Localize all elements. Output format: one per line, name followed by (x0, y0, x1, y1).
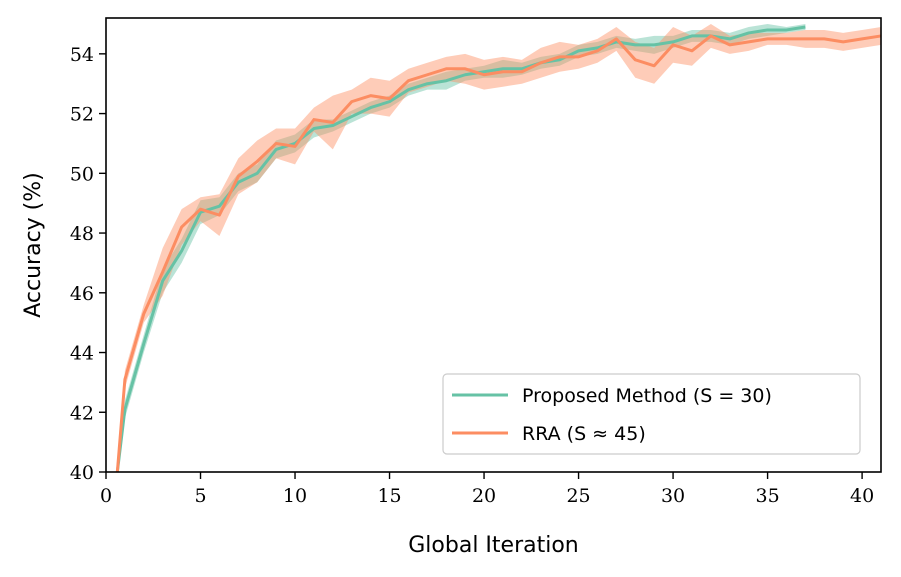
y-tick-label: 50 (70, 163, 94, 185)
x-tick-label: 20 (472, 485, 496, 507)
series-lines (115, 25, 882, 473)
y-tick-label: 48 (70, 223, 94, 245)
y-tick-label: 44 (70, 343, 94, 365)
y-tick-label: 42 (70, 402, 94, 424)
band-series-1 (117, 23, 882, 472)
x-tick-label: 30 (661, 485, 685, 507)
legend: Proposed Method (S = 30) RRA (S ≈ 45) (442, 373, 861, 455)
x-tick-label: 40 (850, 485, 874, 507)
y-tick-label: 52 (70, 104, 94, 126)
y-tick-label: 46 (70, 283, 94, 305)
x-tick-label: 25 (566, 485, 590, 507)
y-axis: 40 42 44 46 48 50 52 54 (70, 44, 106, 484)
x-tick-label: 5 (194, 485, 206, 507)
x-tick-label: 35 (755, 485, 779, 507)
line-series-1 (115, 34, 882, 473)
legend-label-proposed: Proposed Method (S = 30) (522, 385, 772, 407)
confidence-bands (117, 23, 882, 472)
x-axis-title: Global Iteration (408, 533, 579, 558)
plot-frame (105, 17, 882, 473)
line-series-0 (115, 25, 806, 473)
x-tick-label: 10 (283, 485, 307, 507)
legend-box (442, 373, 861, 455)
legend-label-rra: RRA (S ≈ 45) (522, 423, 646, 445)
x-tick-label: 15 (377, 485, 401, 507)
y-axis-title: Accuracy (%) (21, 172, 46, 318)
y-tick-label: 40 (70, 462, 94, 484)
x-tick-label: 0 (100, 485, 112, 507)
x-axis: 0 5 10 15 20 25 30 35 40 (100, 472, 874, 507)
y-tick-label: 54 (70, 44, 94, 66)
